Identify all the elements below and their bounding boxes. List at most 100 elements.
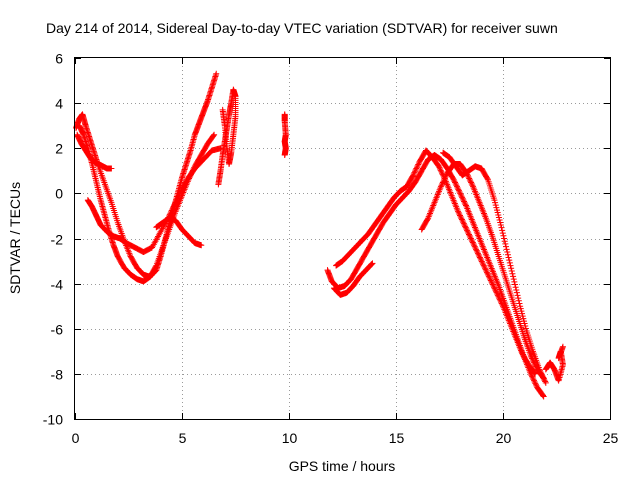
data-point	[462, 201, 469, 208]
data-point	[501, 235, 508, 242]
data-point	[532, 380, 539, 387]
data-point	[514, 292, 521, 299]
data-point	[440, 178, 447, 185]
data-point	[424, 216, 431, 223]
data-point	[168, 208, 175, 215]
data-point	[108, 165, 115, 172]
data-point	[455, 186, 462, 193]
data-point	[169, 206, 176, 213]
data-point	[439, 170, 446, 177]
data-point	[486, 274, 493, 281]
data-point	[497, 297, 504, 304]
data-point	[453, 183, 460, 190]
plot-frame	[74, 57, 611, 420]
data-point	[461, 198, 468, 205]
data-point	[493, 289, 500, 296]
data-point	[467, 234, 474, 241]
x-tick-label: 0	[72, 430, 80, 446]
data-point	[171, 200, 178, 207]
data-point	[175, 193, 182, 200]
data-point	[461, 199, 468, 206]
data-point	[464, 228, 471, 235]
data-point	[168, 207, 175, 214]
data-point	[542, 378, 549, 385]
data-point	[531, 377, 538, 384]
data-point	[468, 179, 475, 186]
data-point	[483, 267, 490, 274]
data-point	[503, 246, 510, 253]
data-point	[468, 236, 475, 243]
data-point	[411, 169, 418, 176]
data-point	[462, 223, 469, 230]
data-point	[438, 182, 445, 189]
data-point	[498, 299, 505, 306]
data-point	[538, 371, 545, 378]
data-point	[281, 152, 288, 159]
axis-ticks: 0 5 10 15 20 25 -10 -8 -6 -4 -2 0 2 4 6	[43, 51, 619, 447]
data-point	[495, 293, 502, 300]
data-point	[496, 295, 503, 302]
data-point	[176, 191, 183, 198]
data-point	[539, 373, 546, 380]
data-point	[457, 190, 464, 197]
series-track-l	[542, 343, 566, 384]
data-point	[463, 226, 470, 233]
series-track-f	[215, 86, 239, 188]
chart-title: Day 214 of 2014, Sidereal Day-to-day VTE…	[46, 20, 558, 36]
data-point	[540, 392, 547, 399]
data-point	[531, 378, 538, 385]
data-point	[474, 249, 481, 256]
data-point	[467, 235, 474, 242]
x-tick-label: 25	[603, 430, 619, 446]
data-point	[492, 288, 499, 295]
data-point	[469, 182, 476, 189]
data-point	[413, 164, 420, 171]
data-point	[152, 263, 159, 270]
data-point	[537, 367, 544, 374]
data-point	[494, 292, 501, 299]
y-tick-label: 6	[55, 51, 63, 67]
data-point	[410, 172, 417, 179]
data-point	[175, 192, 182, 199]
data-point	[177, 189, 184, 196]
data-point	[173, 198, 180, 205]
y-tick-label: 0	[55, 186, 63, 202]
data-point	[488, 278, 495, 285]
data-point	[491, 285, 498, 292]
data-point	[511, 278, 518, 285]
data-point	[504, 251, 511, 258]
data-point	[506, 257, 513, 264]
data-point	[501, 238, 508, 245]
data-point	[213, 70, 220, 77]
data-point	[413, 165, 420, 172]
data-point	[499, 301, 506, 308]
data-point	[443, 172, 450, 179]
data-point	[459, 217, 466, 224]
data-point	[469, 238, 476, 245]
data-point	[472, 244, 479, 251]
data-point	[456, 212, 463, 219]
data-point	[508, 267, 515, 274]
data-point	[412, 166, 419, 173]
data-point	[527, 352, 534, 359]
data-point	[439, 180, 446, 187]
data-point	[460, 219, 467, 226]
data-point	[474, 250, 481, 257]
series-track-j	[418, 161, 547, 382]
data-point	[477, 255, 484, 262]
data-point	[412, 168, 419, 175]
data-point	[506, 259, 513, 266]
data-point	[515, 297, 522, 304]
x-tick-label: 15	[389, 430, 405, 446]
data-point	[170, 203, 177, 210]
data-point	[509, 270, 516, 277]
data-point	[437, 167, 444, 174]
data-point	[462, 224, 469, 231]
data-point	[468, 180, 475, 187]
data-point	[504, 249, 511, 256]
series-track-i	[333, 147, 539, 377]
data-point	[458, 216, 465, 223]
data-point	[457, 213, 464, 220]
data-point	[491, 284, 498, 291]
